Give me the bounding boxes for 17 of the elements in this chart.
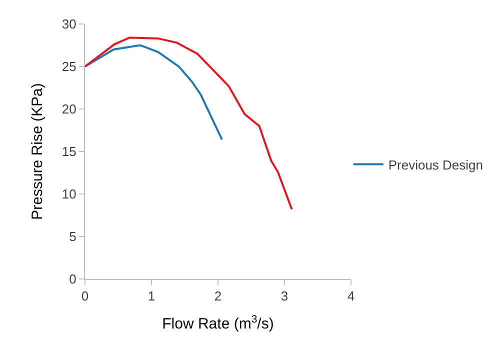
x-tick-label: 2 (214, 288, 222, 304)
y-axis-title: Pressure Rise (KPa) (29, 83, 46, 220)
y-tick-label: 30 (62, 16, 76, 32)
y-tick-label: 0 (69, 272, 76, 287)
y-tick-label: 15 (62, 144, 76, 160)
y-tick-label: 5 (69, 229, 76, 244)
y-tick-label: 25 (62, 59, 76, 74)
y-tick-label: 20 (62, 102, 76, 117)
x-tick-label: 3 (280, 288, 288, 304)
x-tick-label: 0 (81, 288, 89, 304)
line-series (85, 36, 293, 210)
y-tick-label: 10 (62, 186, 76, 202)
x-tick-label: 4 (347, 288, 355, 304)
x-tick-label: 1 (148, 288, 156, 304)
legend-label: Previous Design (388, 157, 483, 172)
x-axis-title: Flow Rate (m$^{3}$/s) (162, 313, 274, 333)
line-series (85, 44, 223, 141)
